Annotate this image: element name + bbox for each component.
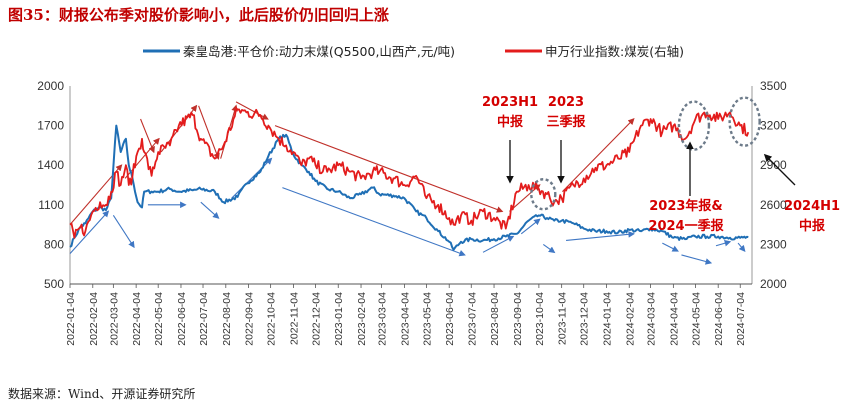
annotation-h1-2024-line: 2024H1 [784, 199, 840, 214]
axes: 500 800 1100 1400 1700 2000 2000 2300 2600 2900 32… [37, 79, 787, 346]
x-tick-label: 2024-03-04 [646, 292, 658, 346]
x-tick-label: 2022-04-04 [131, 292, 143, 346]
annotation-h1-2023-line: 2023H1 [482, 95, 538, 110]
x-tick-label: 2023-08-04 [489, 292, 501, 346]
annotation-q3-2023-line: 三季报 [546, 114, 586, 130]
right-tick-label: 2300 [760, 237, 787, 251]
trend-arrow-blue [542, 243, 556, 254]
x-tick-label: 2023-06-04 [444, 292, 456, 346]
trend-arrow-red [561, 118, 635, 192]
highlight-circle [530, 178, 557, 211]
trend-arrow-blue [662, 242, 679, 252]
trend-arrow-blue [200, 201, 220, 219]
x-tick-label: 2024-05-04 [690, 292, 702, 346]
trend-arrow-blue [482, 235, 515, 253]
trend-arrows [69, 101, 746, 265]
x-tick-label: 2023-10-04 [534, 292, 546, 346]
trend-arrow-red [140, 118, 155, 154]
x-tick-label: 2024-04-04 [668, 292, 680, 346]
annotation-annual-2023-line: 2024一季报 [648, 218, 724, 234]
x-tick-label: 2024-07-04 [735, 292, 747, 346]
annotation-h1-2023-line: 中报 [497, 114, 524, 130]
x-tick-label: 2023-12-04 [579, 292, 591, 346]
x-tick-label: 2022-06-04 [176, 292, 188, 346]
x-tick-label: 2023-09-04 [512, 292, 524, 346]
trend-arrow-red [235, 101, 269, 120]
trend-arrow-blue [715, 240, 732, 247]
annotation-h1-2024-line: 中报 [799, 218, 826, 234]
trend-arrow-blue [112, 215, 135, 249]
annotation-h1-2024-arrow [763, 153, 796, 186]
x-tick-label: 2023-04-04 [399, 292, 411, 346]
x-tick-label: 2023-11-04 [557, 292, 569, 345]
trend-arrow-blue [69, 210, 110, 255]
data-source: 数据来源：Wind、开源证券研究所 [8, 387, 196, 401]
left-tick-label: 2000 [37, 79, 64, 93]
series-line-port-price [69, 124, 749, 251]
x-tick-label: 2023-01-04 [333, 292, 345, 346]
trend-arrow-blue [520, 218, 541, 235]
x-tick-label: 2023-07-04 [466, 292, 478, 346]
left-tick-label: 1700 [37, 119, 64, 133]
coal-price-vs-index-chart: 秦皇岛港:平仓价:动力末煤(Q5500,山西产,元/吨) 申万行业指数:煤炭(右… [37, 44, 840, 346]
left-tick-label: 500 [44, 277, 64, 291]
annotation-q3-2023-line: 2023 [548, 95, 584, 110]
right-tick-label: 2000 [760, 277, 787, 291]
x-tick-label: 2022-02-04 [88, 292, 100, 346]
series-line-coal-index [69, 107, 750, 239]
x-tick-label: 2024-06-04 [713, 292, 725, 346]
x-tick-label: 2023-02-04 [356, 292, 368, 346]
highlight-circles [530, 96, 761, 211]
legend: 秦皇岛港:平仓价:动力末煤(Q5500,山西产,元/吨) 申万行业指数:煤炭(右… [143, 44, 684, 59]
trend-arrow-red [274, 125, 504, 213]
x-tick-label: 2022-12-04 [310, 292, 322, 346]
x-tick-label: 2023-03-04 [377, 292, 389, 346]
trend-arrow-blue [566, 231, 635, 241]
left-tick-label: 1100 [38, 198, 64, 212]
legend-label-port-price: 秦皇岛港:平仓价:动力末煤(Q5500,山西产,元/吨) [183, 44, 455, 59]
right-tick-label: 3500 [760, 79, 787, 93]
legend-label-coal-index: 申万行业指数:煤炭(右轴) [545, 44, 684, 59]
highlight-circle [677, 100, 711, 151]
x-tick-label: 2022-11-04 [288, 292, 300, 345]
x-tick-label: 2022-09-04 [244, 292, 256, 346]
figure-title: 图35：财报公布季对股价影响小，此后股价仍旧回归上涨 [8, 6, 389, 24]
right-tick-label: 2600 [760, 198, 787, 212]
annotation-annual-2023-line: 2023年报& [649, 198, 723, 214]
trend-arrow-red [198, 105, 220, 160]
x-tick-label: 2024-01-04 [601, 292, 613, 346]
right-tick-label: 3200 [760, 119, 787, 133]
x-tick-label: 2022-07-04 [198, 292, 210, 346]
x-tick-label: 2024-02-04 [624, 292, 636, 346]
x-tick-label: 2022-10-04 [266, 292, 278, 346]
trend-arrow-blue [231, 157, 273, 199]
trend-arrow-blue [282, 187, 466, 257]
x-tick-label: 2022-01-04 [65, 292, 77, 346]
x-tick-label: 2022-05-04 [153, 292, 165, 346]
annotations: 2023H1 中报 2023 三季报 2023年报&2024一季报 2024H1 中报 [482, 95, 840, 234]
x-tick-label: 2022-08-04 [221, 292, 233, 346]
series-lines [69, 107, 750, 251]
left-tick-label: 1400 [37, 158, 64, 172]
left-tick-label: 800 [44, 237, 64, 251]
trend-arrow-blue [681, 254, 713, 265]
x-tick-label: 2022-03-04 [108, 292, 120, 346]
highlight-circle [728, 96, 761, 147]
trend-arrow-blue [737, 242, 746, 253]
right-tick-label: 2900 [760, 158, 787, 172]
x-tick-label: 2023-05-04 [421, 292, 433, 346]
